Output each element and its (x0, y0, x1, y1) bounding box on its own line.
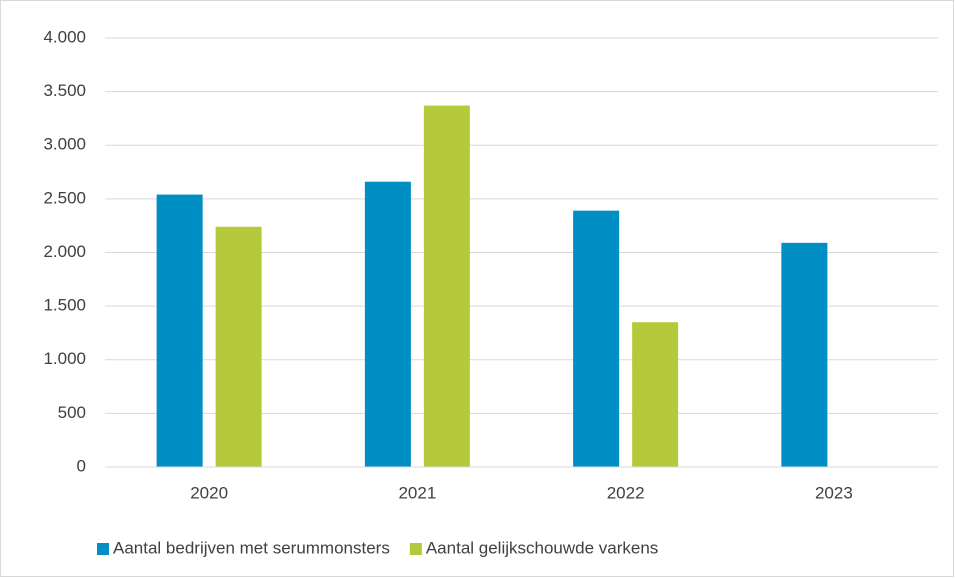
bar (573, 210, 620, 468)
y-tick-label: 3.000 (43, 135, 86, 154)
x-tick-label: 2022 (607, 483, 645, 502)
bar (423, 105, 470, 467)
legend-swatch (97, 543, 109, 555)
x-tick-label: 2020 (190, 483, 228, 502)
bar (781, 242, 828, 467)
bar (364, 181, 411, 467)
y-tick-label: 2.500 (43, 188, 86, 207)
y-tick-label: 1.000 (43, 349, 86, 368)
legend-label: Aantal gelijkschouwde varkens (426, 538, 658, 557)
y-tick-label: 2.000 (43, 242, 86, 261)
bar (632, 322, 679, 467)
legend-swatch (409, 543, 422, 555)
y-tick-label: 500 (58, 403, 86, 422)
x-tick-label: 2023 (815, 483, 853, 502)
bar (215, 226, 262, 467)
y-tick-label: 3.500 (43, 81, 86, 100)
y-tick-label: 4.000 (43, 27, 86, 46)
x-tick-label: 2021 (398, 483, 436, 502)
y-tick-label: 1.500 (43, 296, 86, 315)
y-tick-label: 0 (77, 456, 86, 475)
legend-label: Aantal bedrijven met serummonsters (113, 538, 390, 557)
bar (156, 194, 203, 467)
